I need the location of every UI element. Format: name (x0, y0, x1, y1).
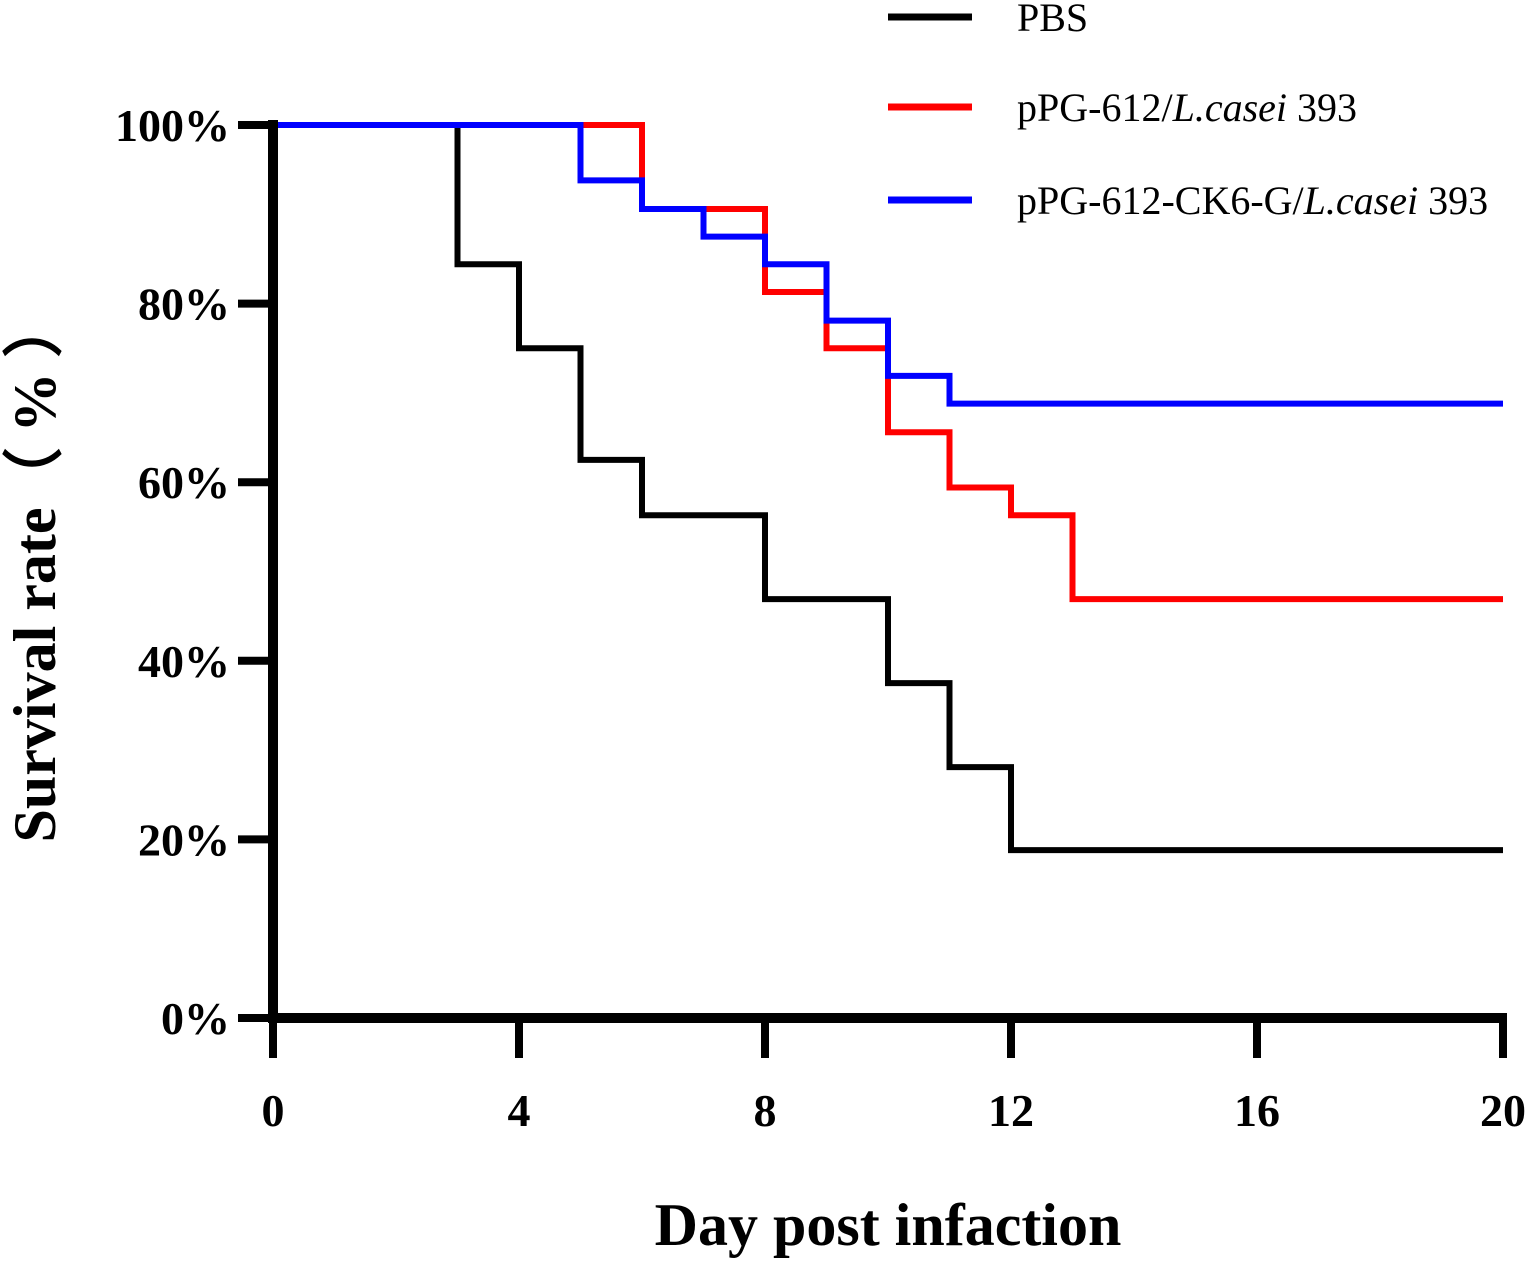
legend: PBS pPG-612/L.casei 393 pPG-612-CK6-G/L.ca… (888, 0, 1488, 223)
legend-label-pbs: PBS (1017, 0, 1088, 40)
x-tick-label: 0 (262, 1085, 285, 1136)
x-tick-label: 20 (1480, 1085, 1526, 1136)
series-line-ppg-612-ck6-g-l-casei-393 (273, 122, 1503, 407)
y-tick-label: 100% (115, 100, 230, 151)
y-tick-label: 60% (138, 457, 230, 508)
y-tick-label: 20% (138, 814, 230, 865)
series-layer (273, 122, 1503, 854)
y-tick-label: 40% (138, 636, 230, 687)
x-tick-label: 8 (754, 1085, 777, 1136)
series-line-pbs (273, 122, 1503, 854)
y-tick-label: 80% (138, 279, 230, 330)
x-tick-label: 16 (1234, 1085, 1280, 1136)
legend-label-ppg-612-ck6-g-l-casei-393: pPG-612-CK6-G/L.casei 393 (1017, 178, 1488, 223)
legend-label-ppg-612-l-casei-393: pPG-612/L.casei 393 (1017, 85, 1357, 130)
y-axis-title: Survival rate（ % ） (1, 298, 68, 843)
axes-layer: 0% 20% 40% 60% 80% 100% 0 4 8 12 16 20 (115, 100, 1526, 1136)
x-tick-label: 12 (988, 1085, 1034, 1136)
x-axis-title: Day post infaction (655, 1192, 1122, 1258)
y-tick-label: 0% (161, 993, 230, 1044)
x-tick-label: 4 (508, 1085, 531, 1136)
